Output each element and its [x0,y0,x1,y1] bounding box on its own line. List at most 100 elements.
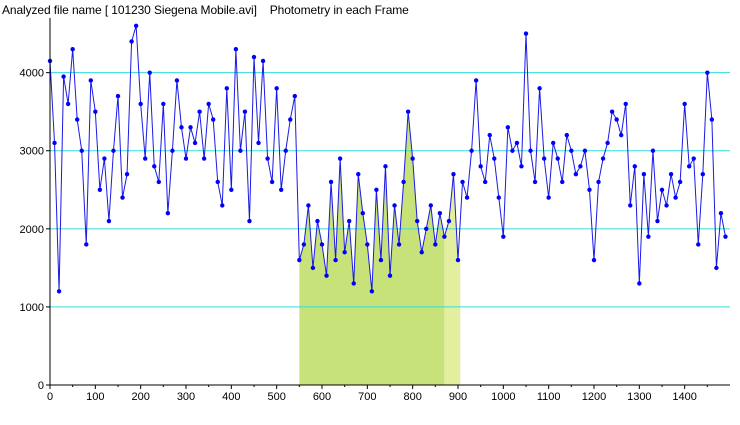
data-point [75,117,80,122]
data-point [52,140,57,146]
data-point [528,148,533,153]
x-tick-label: 1000 [491,391,515,403]
data-point [229,187,234,192]
data-point [378,257,384,263]
data-point [138,101,143,107]
data-point [628,203,633,208]
mode-label: Photometry in each Frame [269,3,409,17]
data-point [201,156,207,161]
data-point [614,117,619,122]
data-point [297,257,302,263]
data-point [93,109,98,114]
data-point [560,179,565,185]
x-tick-label: 600 [313,391,331,403]
data-point [673,195,678,200]
data-point [152,164,157,169]
data-point [124,171,130,177]
data-point [428,203,433,208]
data-point [564,132,569,138]
data-point [655,218,660,224]
data-point [709,117,715,122]
data-point [582,148,588,153]
x-tick-label: 200 [131,391,149,403]
data-point [65,101,71,107]
data-point [211,117,216,122]
data-point [274,86,279,91]
data-point [192,140,198,146]
data-point [705,70,710,75]
data-point [714,265,719,271]
x-tick-label: 1200 [582,391,606,403]
data-point [609,109,615,114]
data-point [519,164,524,169]
data-point [319,242,325,247]
data-point [437,211,443,216]
data-point [637,281,642,286]
data-point [446,218,452,224]
data-point [496,195,501,200]
data-point [324,273,329,278]
data-point [591,257,597,263]
data-point [691,156,696,161]
x-tick-label: 1100 [537,391,561,403]
x-tick-label: 0 [47,391,53,403]
data-point [374,187,379,192]
data-point [165,211,171,216]
data-point [56,289,62,294]
data-point [315,218,320,224]
data-point [460,179,465,185]
data-point [224,86,229,91]
x-tick-label: 1300 [627,391,651,403]
data-point [301,242,307,247]
data-point [265,156,270,161]
data-point [337,156,343,161]
data-point [668,171,674,177]
data-point [677,179,683,185]
y-tick-label: 0 [38,380,44,392]
data-point [469,148,474,153]
data-point [501,234,506,239]
data-point [279,187,284,192]
data-point [433,242,438,247]
y-tick-label: 3000 [20,146,44,158]
data-point [111,148,116,153]
gridlines [50,72,730,308]
x-tick-label: 300 [177,391,195,403]
data-point [541,156,547,161]
data-point [161,101,166,107]
data-point [401,179,406,185]
data-point [115,93,121,99]
data-point [623,101,628,107]
data-point [605,140,610,146]
data-point [292,93,297,99]
data-point [233,47,239,52]
data-point [147,70,152,75]
data-point [129,39,134,44]
data-point [442,234,447,239]
data-point [523,31,529,36]
data-point [415,218,420,224]
data-point [383,164,388,169]
data-point [596,179,601,185]
data-point [84,242,89,247]
data-point [306,203,311,208]
data-point [619,132,624,138]
data-point [188,125,193,130]
data-point [79,148,84,153]
data-point [356,171,361,177]
data-point [133,23,139,29]
data-point [392,203,397,208]
data-point [61,74,66,79]
data-point [514,140,520,146]
highlight-layer [299,111,461,386]
data-point [532,179,538,185]
data-point [487,132,492,138]
data-point [723,234,728,239]
data-point [283,148,288,153]
x-tick-label: 700 [358,391,376,403]
data-point [197,109,202,114]
data-point [342,250,347,255]
data-point [464,195,470,200]
file-name-label: Analyzed file name [ 101230 Siegena Mobi… [2,3,257,17]
data-point [600,156,606,161]
